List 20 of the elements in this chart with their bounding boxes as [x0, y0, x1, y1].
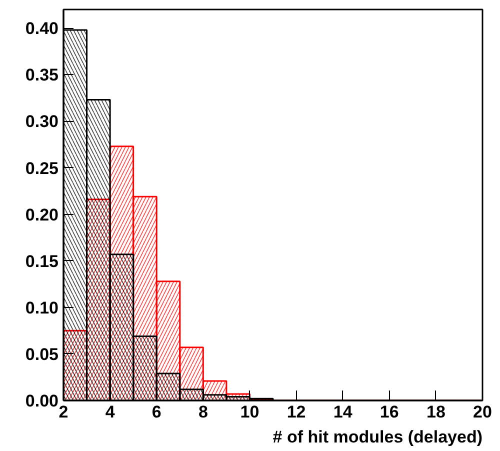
x-tick-label: 20 [473, 402, 492, 422]
y-tick-label: 0.10 [25, 298, 59, 318]
y-tick-label: 0.05 [25, 344, 59, 364]
x-tick-label: 2 [58, 402, 68, 422]
y-tick-label: 0.35 [25, 66, 59, 85]
y-tick-label: 0.15 [25, 252, 59, 271]
y-tick-label: 0.40 [25, 19, 59, 38]
x-tick-label: 6 [152, 402, 162, 422]
y-tick-label: 0.25 [25, 158, 59, 178]
x-tick-label: 8 [198, 402, 208, 422]
x-tick-label: 10 [240, 402, 260, 422]
x-tick-label: 14 [333, 402, 353, 422]
x-tick-label: 16 [380, 402, 399, 422]
y-tick-label: 0.30 [25, 112, 59, 132]
y-tick-label: 0.00 [25, 392, 59, 410]
x-tick-label: 18 [426, 402, 446, 422]
x-tick-label: 12 [286, 402, 306, 422]
x-tick-label: 4 [105, 402, 116, 422]
y-tick-label: 0.20 [25, 205, 59, 224]
x-axis-title: # of hit modules (delayed) [272, 428, 483, 446]
